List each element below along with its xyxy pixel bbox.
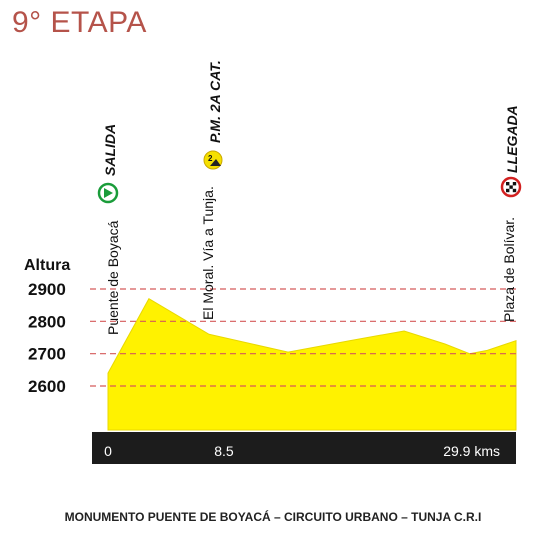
y-tick-label: 2800 (28, 312, 66, 331)
play-triangle-icon (104, 188, 113, 198)
marker-label: SALIDA (102, 124, 118, 176)
checker-square (512, 188, 517, 193)
stage-title: 9° ETAPA (12, 6, 147, 39)
place-label: Puente de Boyacá (105, 220, 121, 335)
category-badge: 2 (208, 154, 213, 163)
place-label: Plaza de Bolívar. (501, 217, 517, 322)
elevation-area (107, 298, 517, 431)
distance-axis-bar (92, 432, 516, 464)
x-tick-label: 0 (104, 443, 112, 459)
y-tick-label: 2600 (28, 377, 66, 396)
mountain-category-2-icon (203, 150, 223, 170)
stage-route-caption: MONUMENTO PUENTE DE BOYACÁ – CIRCUITO UR… (64, 510, 482, 524)
y-tick-label: 2900 (28, 280, 66, 299)
checker-square (512, 182, 517, 186)
checker-square (506, 188, 510, 193)
y-axis-label: Altura (24, 257, 70, 274)
marker-label: P.M. 2A CAT. (207, 60, 223, 143)
mountain-icon (210, 159, 221, 166)
x-tick-label: 29.9 kms (443, 443, 500, 459)
y-tick-label: 2700 (28, 345, 66, 364)
x-tick-label: 8.5 (214, 443, 234, 459)
place-label: El Moral. Vía a Tunja. (200, 186, 216, 320)
marker-label: LLEGADA (504, 105, 520, 173)
checker-square (506, 182, 510, 186)
checker-square (509, 185, 513, 189)
